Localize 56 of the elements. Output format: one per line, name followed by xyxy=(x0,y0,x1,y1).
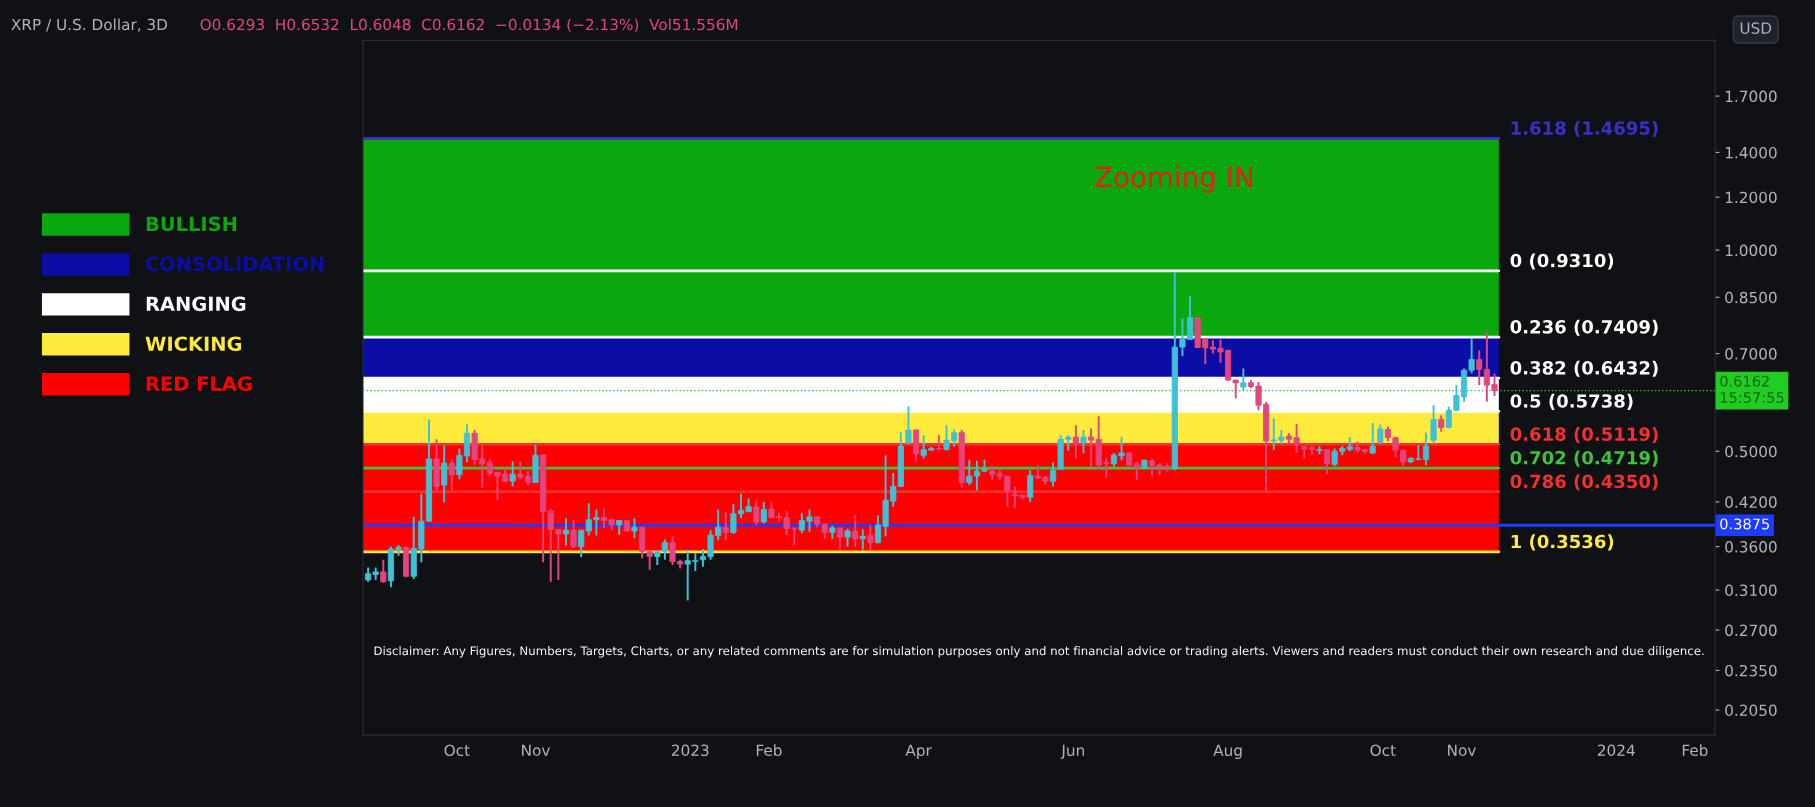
candlestick xyxy=(1080,429,1087,454)
candlestick xyxy=(844,527,851,548)
ref-line-label: 0.618 (0.5119) xyxy=(1510,427,1658,444)
ref-line-label: 0.5 (0.5738) xyxy=(1510,393,1633,410)
candlestick xyxy=(905,405,912,445)
ref-line-label: 0.6162 15:57:55 xyxy=(1720,375,1784,404)
y-tick-label: 0.2050 xyxy=(1725,704,1777,717)
y-tick-label: 1.4000 xyxy=(1725,146,1777,159)
candlestick xyxy=(616,519,623,536)
candlestick xyxy=(935,434,942,452)
x-tick-label: Aug xyxy=(1213,744,1242,759)
ref-line-label: 1.618 (1.4695) xyxy=(1511,120,1658,138)
candlestick xyxy=(829,524,836,540)
ref-line-label: 0.236 (0.7409) xyxy=(1510,319,1658,336)
candlestick xyxy=(631,517,638,539)
y-tick-label: 0.3600 xyxy=(1725,541,1777,553)
band-label: BULLISH xyxy=(146,216,237,232)
legend-label: RED FLAG xyxy=(146,376,252,392)
x-tick-label: Nov xyxy=(1448,744,1476,757)
y-tick-label: 0.5000 xyxy=(1725,445,1777,458)
x-tick-label: 2023 xyxy=(671,744,709,757)
x-tick-label: 2024 xyxy=(1597,744,1635,757)
y-tick-label: 1.2000 xyxy=(1725,191,1777,204)
y-tick-label: 0.7000 xyxy=(1725,348,1777,360)
candlestick xyxy=(1240,367,1247,392)
annotation: Zooming IN xyxy=(1095,165,1252,193)
legend-label: RANGING xyxy=(146,296,246,312)
y-tick-label: 0.8500 xyxy=(1725,291,1777,304)
x-tick-label: Jun xyxy=(1060,744,1084,759)
x-tick-label: Apr xyxy=(905,744,932,759)
candlestick xyxy=(722,510,729,542)
y-tick-label: 0.4200 xyxy=(1725,496,1777,508)
ref-line-label: 0.3875 xyxy=(1720,518,1769,530)
ref-line-label: 0.786 (0.4350) xyxy=(1510,474,1658,491)
candlestick xyxy=(532,443,539,484)
annotation: Disclaimer: Any Figures, Numbers, Targets, Charts, or any related comments are for simulation purposes only and not financial advice or trading alerts. Viewers and readers must conduct their own research and due diligence. xyxy=(374,646,1704,658)
x-tick-label: Feb xyxy=(756,744,782,757)
y-tick-label: 0.2350 xyxy=(1725,664,1777,677)
text: XRP / U.S. Dollar, 3D xyxy=(11,18,168,32)
ref-line-label: 0.382 (0.6432) xyxy=(1510,360,1658,377)
y-tick-label: 1.7000 xyxy=(1725,90,1777,103)
y-tick-label: 1.0000 xyxy=(1725,244,1777,257)
ref-line-label: 0 (0.9310) xyxy=(1510,253,1614,270)
ref-line-label: 0.702 (0.4719) xyxy=(1510,450,1658,467)
legend-label: CONSOLIDATION xyxy=(145,256,324,272)
x-tick-label: Oct xyxy=(1370,744,1396,757)
y-tick-label: 0.3100 xyxy=(1725,584,1777,597)
y-tick-label: 0.2700 xyxy=(1725,624,1777,637)
legend-label: WICKING xyxy=(145,336,242,352)
chart-subtitle: O0.6293 H0.6532 L0.6048 C0.6162 −0.0134 (−2.13%) Vol51.556M xyxy=(200,18,738,33)
candlestick xyxy=(1369,422,1376,456)
ref-line-label: 1 (0.3536) xyxy=(1511,534,1614,551)
x-tick-label: Nov xyxy=(522,744,550,757)
x-tick-label: Oct xyxy=(444,744,470,757)
x-tick-label: Feb xyxy=(1682,744,1708,757)
y-axis-title: USD xyxy=(1740,22,1772,34)
